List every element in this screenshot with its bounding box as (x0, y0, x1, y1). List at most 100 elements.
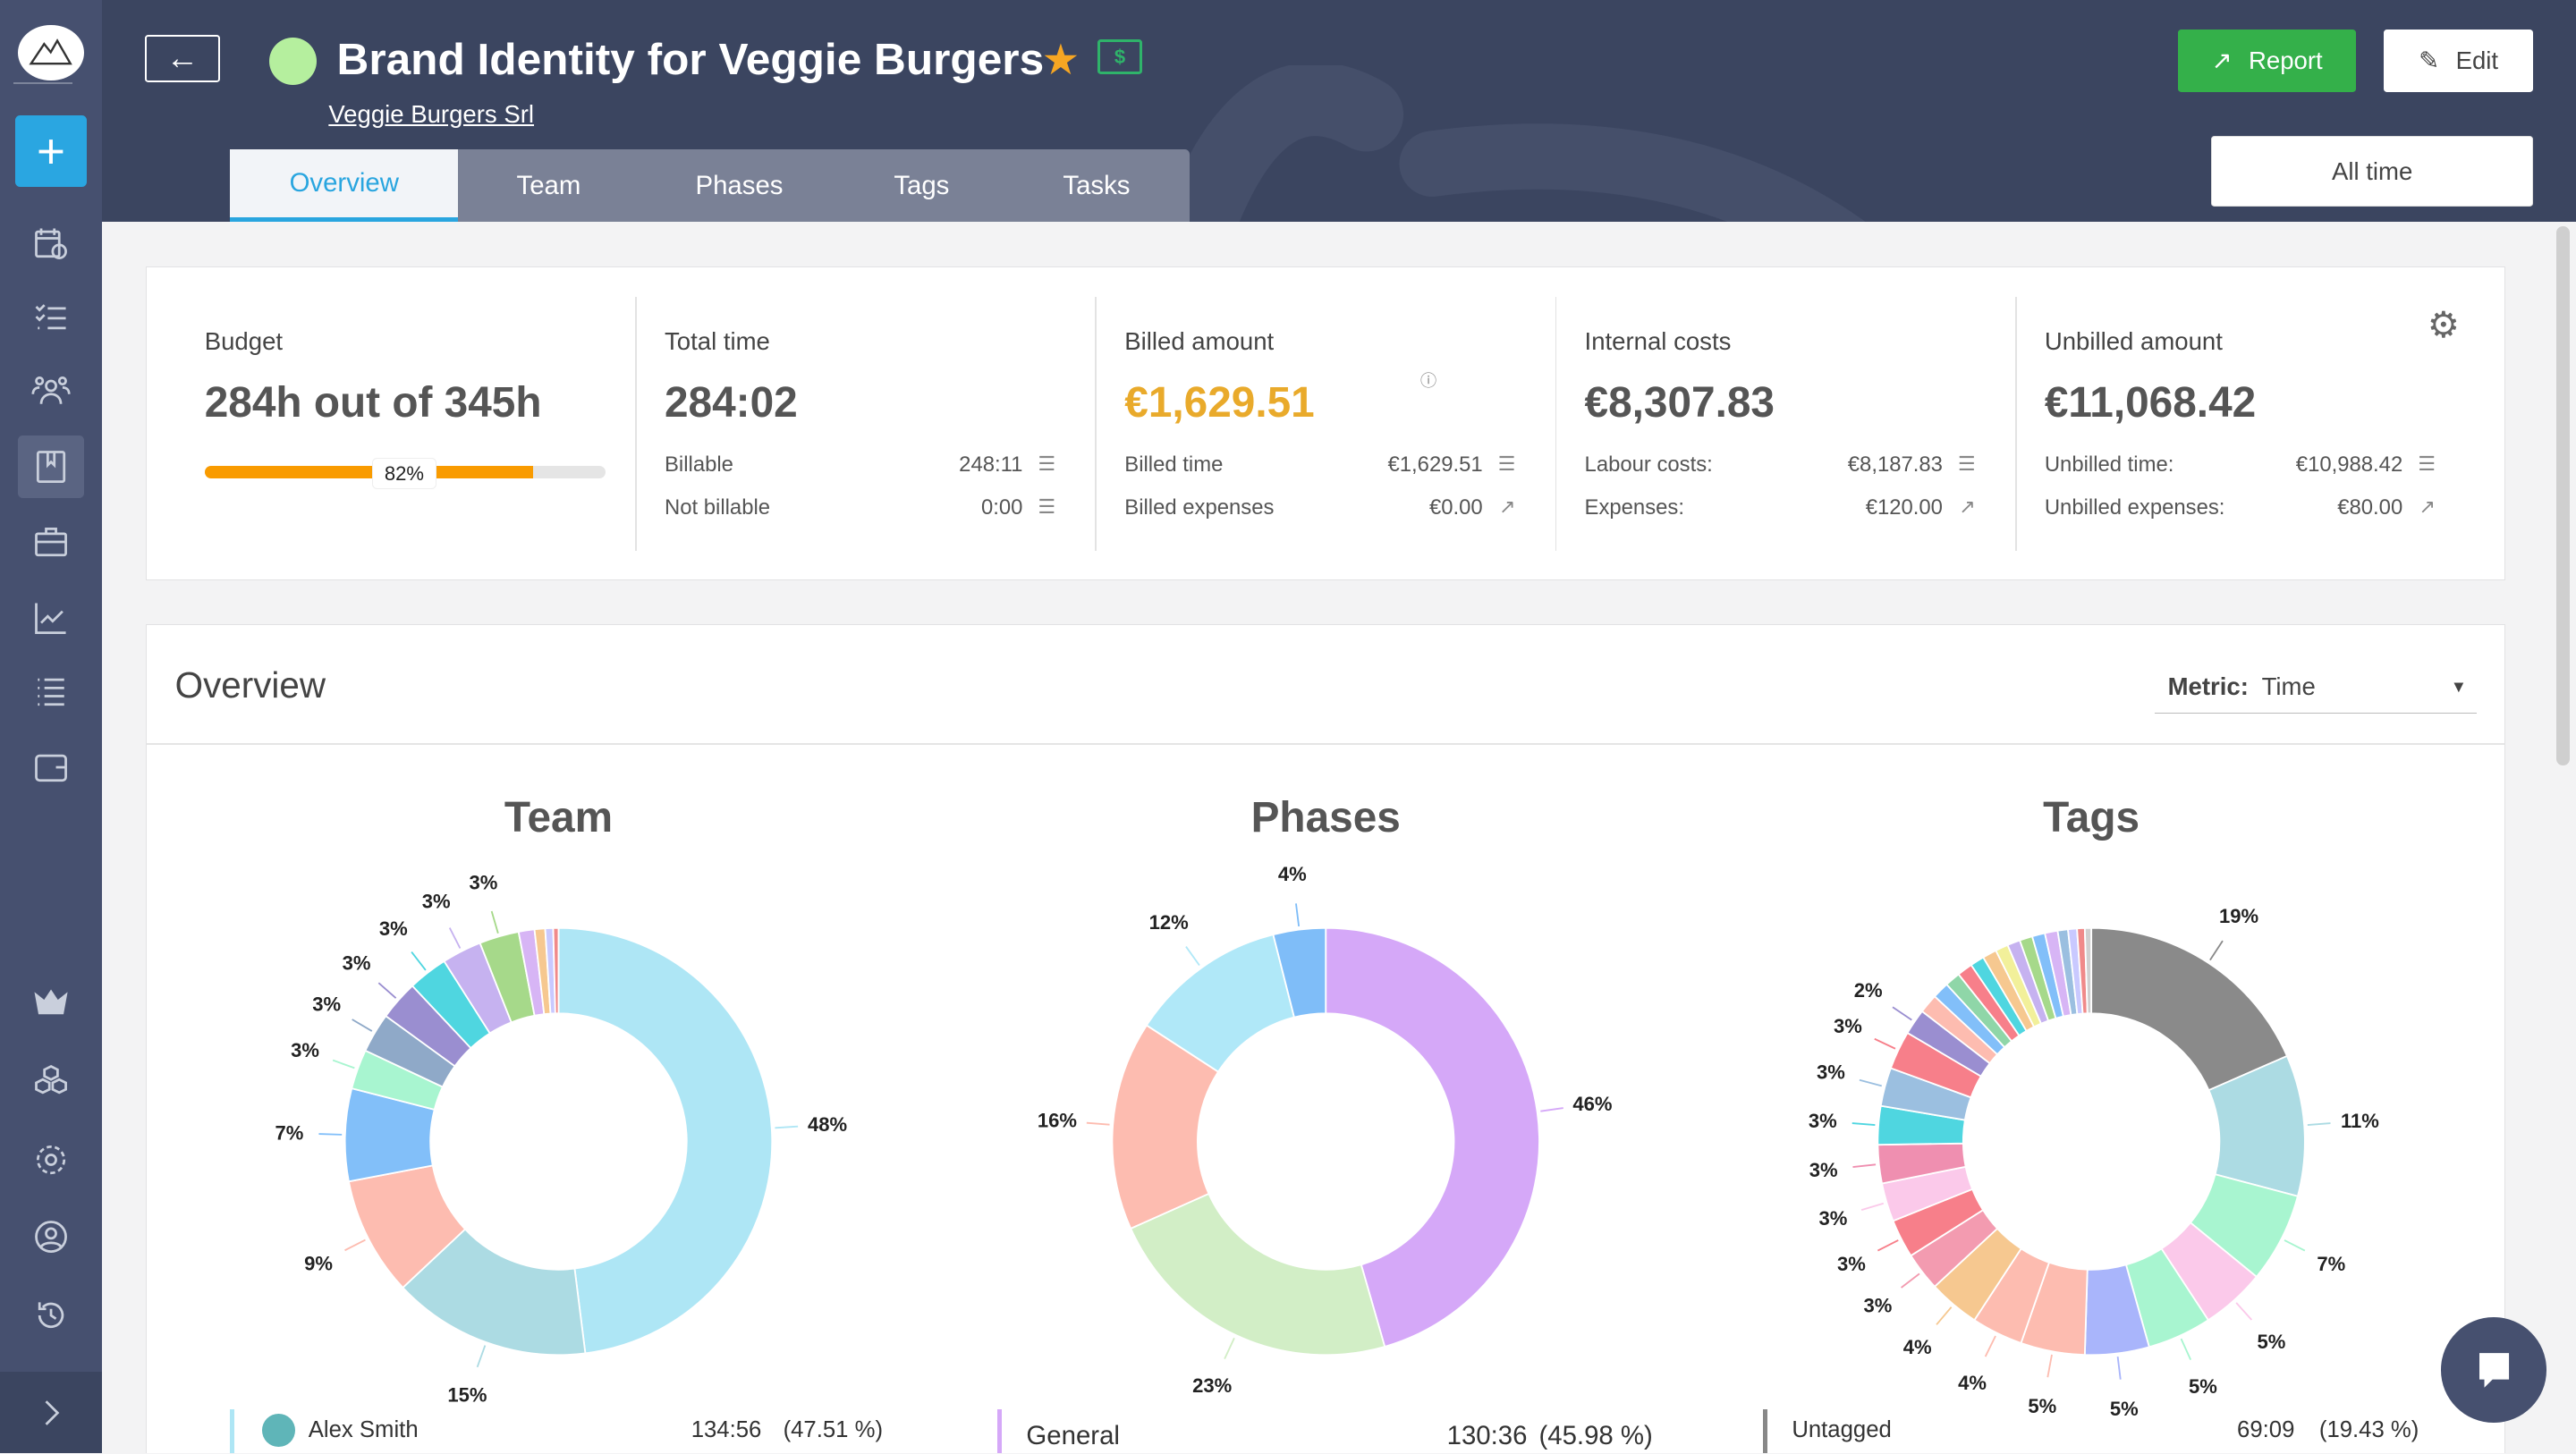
edit-button[interactable]: ✎ Edit (2384, 30, 2534, 92)
details-list-icon[interactable]: ☰ (1957, 452, 1976, 476)
unbilled-expenses-label: Unbilled expenses: (2044, 495, 2225, 520)
briefcase-icon[interactable] (18, 512, 83, 571)
tab-team[interactable]: Team (516, 170, 581, 200)
user-icon[interactable] (18, 1207, 83, 1266)
label-connector (490, 910, 499, 934)
tab-overview[interactable]: Overview (230, 149, 459, 222)
external-link-icon[interactable]: ↗ (2419, 495, 2436, 518)
calendar-clock-icon[interactable] (18, 214, 83, 273)
label-connector (1984, 1335, 1996, 1357)
slice-label: 7% (275, 1121, 303, 1144)
team-icon[interactable] (18, 361, 83, 420)
details-list-icon[interactable]: ☰ (1038, 452, 1056, 476)
cubes-icon[interactable] (18, 1051, 83, 1110)
metric-select[interactable]: Metric: Time ▼ (2154, 661, 2477, 714)
list-icon[interactable] (18, 662, 83, 721)
client-link[interactable]: Veggie Burgers Srl (328, 100, 535, 129)
favorite-star-icon[interactable]: ★ (1041, 37, 1080, 85)
tab-phases[interactable]: Phases (695, 170, 784, 200)
add-button[interactable]: + (14, 114, 88, 188)
gear-icon[interactable]: ⚙ (2427, 303, 2460, 345)
legend-value: 134:56 (691, 1417, 762, 1443)
donut-slice[interactable] (2090, 926, 2289, 1092)
period-selector[interactable]: All time (2211, 136, 2534, 207)
projects-icon[interactable] (18, 435, 84, 498)
donut-slice[interactable] (1129, 1192, 1386, 1357)
billed-label: Billed amount (1124, 327, 1275, 356)
billable-label: Billable (665, 452, 733, 478)
billed-expenses-value: €0.00 (1428, 495, 1483, 520)
donut-slice[interactable] (557, 926, 774, 1355)
slice-label: 5% (2189, 1375, 2217, 1398)
tags-legend-item[interactable]: Untagged 69:09 (19.43 %) (1762, 1408, 2425, 1454)
checklist-icon[interactable] (18, 287, 83, 346)
tab-bar: Overview Team Phases Tags Tasks (230, 149, 1190, 222)
report-button[interactable]: ↗ Report (2178, 30, 2356, 92)
slice-label: 3% (1817, 1061, 1845, 1084)
slice-label: 3% (1837, 1253, 1866, 1275)
settings-icon[interactable] (18, 1130, 83, 1189)
unbilled-value: €11,068.42 (2044, 379, 2257, 427)
budget-progress-label: 82% (372, 457, 436, 489)
project-status-dot (269, 38, 318, 86)
scrollbar[interactable] (2555, 226, 2570, 765)
labour-costs-value: €8,187.83 (1847, 452, 1943, 478)
info-icon[interactable]: ⓘ (1419, 371, 1437, 391)
sidebar: + (0, 0, 102, 1454)
label-connector (1874, 1037, 1896, 1050)
label-connector (1901, 1272, 1920, 1289)
slice-label: 5% (2110, 1398, 2139, 1420)
billable-money-icon: $ (1097, 39, 1142, 75)
slice-label: 2% (1854, 979, 1883, 1002)
details-list-icon[interactable]: ☰ (1497, 452, 1516, 476)
phases-legend-item[interactable]: General 130:36 (45.98 %) (996, 1408, 1659, 1454)
external-link-icon[interactable]: ↗ (1498, 495, 1516, 518)
slice-label: 23% (1192, 1374, 1233, 1397)
metric-label: Metric: (2167, 672, 2249, 701)
legend-percent: (19.43 %) (2318, 1417, 2419, 1443)
external-link-icon[interactable]: ↗ (1959, 495, 1976, 518)
back-button[interactable]: ← (144, 34, 221, 82)
label-connector (1936, 1306, 1953, 1325)
donut-slice[interactable] (1325, 926, 1540, 1348)
details-list-icon[interactable]: ☰ (2418, 452, 2436, 476)
donut-slice[interactable] (552, 926, 560, 1015)
internal-costs-stat: Internal costs €8,307.83 Labour costs: €8… (1527, 267, 2014, 579)
label-connector (344, 1238, 366, 1252)
label-connector (1540, 1107, 1563, 1112)
label-connector (1892, 1006, 1912, 1021)
overview-title: Overview (174, 664, 326, 706)
donut-slice[interactable] (2083, 926, 2093, 1015)
slice-label: 7% (2317, 1253, 2345, 1275)
slice-label: 46% (1572, 1093, 1613, 1115)
label-connector (1859, 1078, 1883, 1087)
tab-tags[interactable]: Tags (894, 170, 950, 200)
history-icon[interactable] (18, 1286, 83, 1345)
reports-icon[interactable] (18, 588, 83, 647)
billed-amount-stat: Billed amount €1,629.51 ⓘ Billed time €1,… (1067, 267, 1555, 579)
slice-label: 3% (1819, 1207, 1848, 1230)
team-chart-title: Team (504, 794, 614, 842)
not-billable-label: Not billable (665, 495, 771, 520)
expand-sidebar-icon[interactable] (18, 1383, 83, 1442)
chat-button[interactable] (2441, 1317, 2546, 1423)
details-list-icon[interactable]: ☰ (1038, 495, 1056, 518)
label-connector (2116, 1357, 2122, 1380)
slice-label: 48% (808, 1113, 848, 1136)
edit-label: Edit (2455, 46, 2499, 74)
wallet-icon[interactable] (18, 738, 83, 797)
donut-slice[interactable] (1272, 926, 1327, 1019)
label-connector (2180, 1338, 2192, 1360)
crown-icon[interactable] (18, 972, 83, 1031)
legend-name: Untagged (1792, 1417, 1892, 1443)
unbilled-time-label: Unbilled time: (2044, 452, 2174, 478)
label-connector (332, 1059, 355, 1069)
project-header (101, 0, 2576, 222)
avatar (262, 1414, 296, 1448)
trend-up-icon: ↗ (2211, 46, 2233, 74)
slice-label: 12% (1149, 911, 1190, 934)
slice-label: 3% (422, 890, 451, 912)
team-legend-item[interactable]: Alex Smith 134:56 (47.51 %) (230, 1408, 892, 1454)
app-logo[interactable] (18, 24, 84, 80)
tab-tasks[interactable]: Tasks (1063, 170, 1131, 200)
